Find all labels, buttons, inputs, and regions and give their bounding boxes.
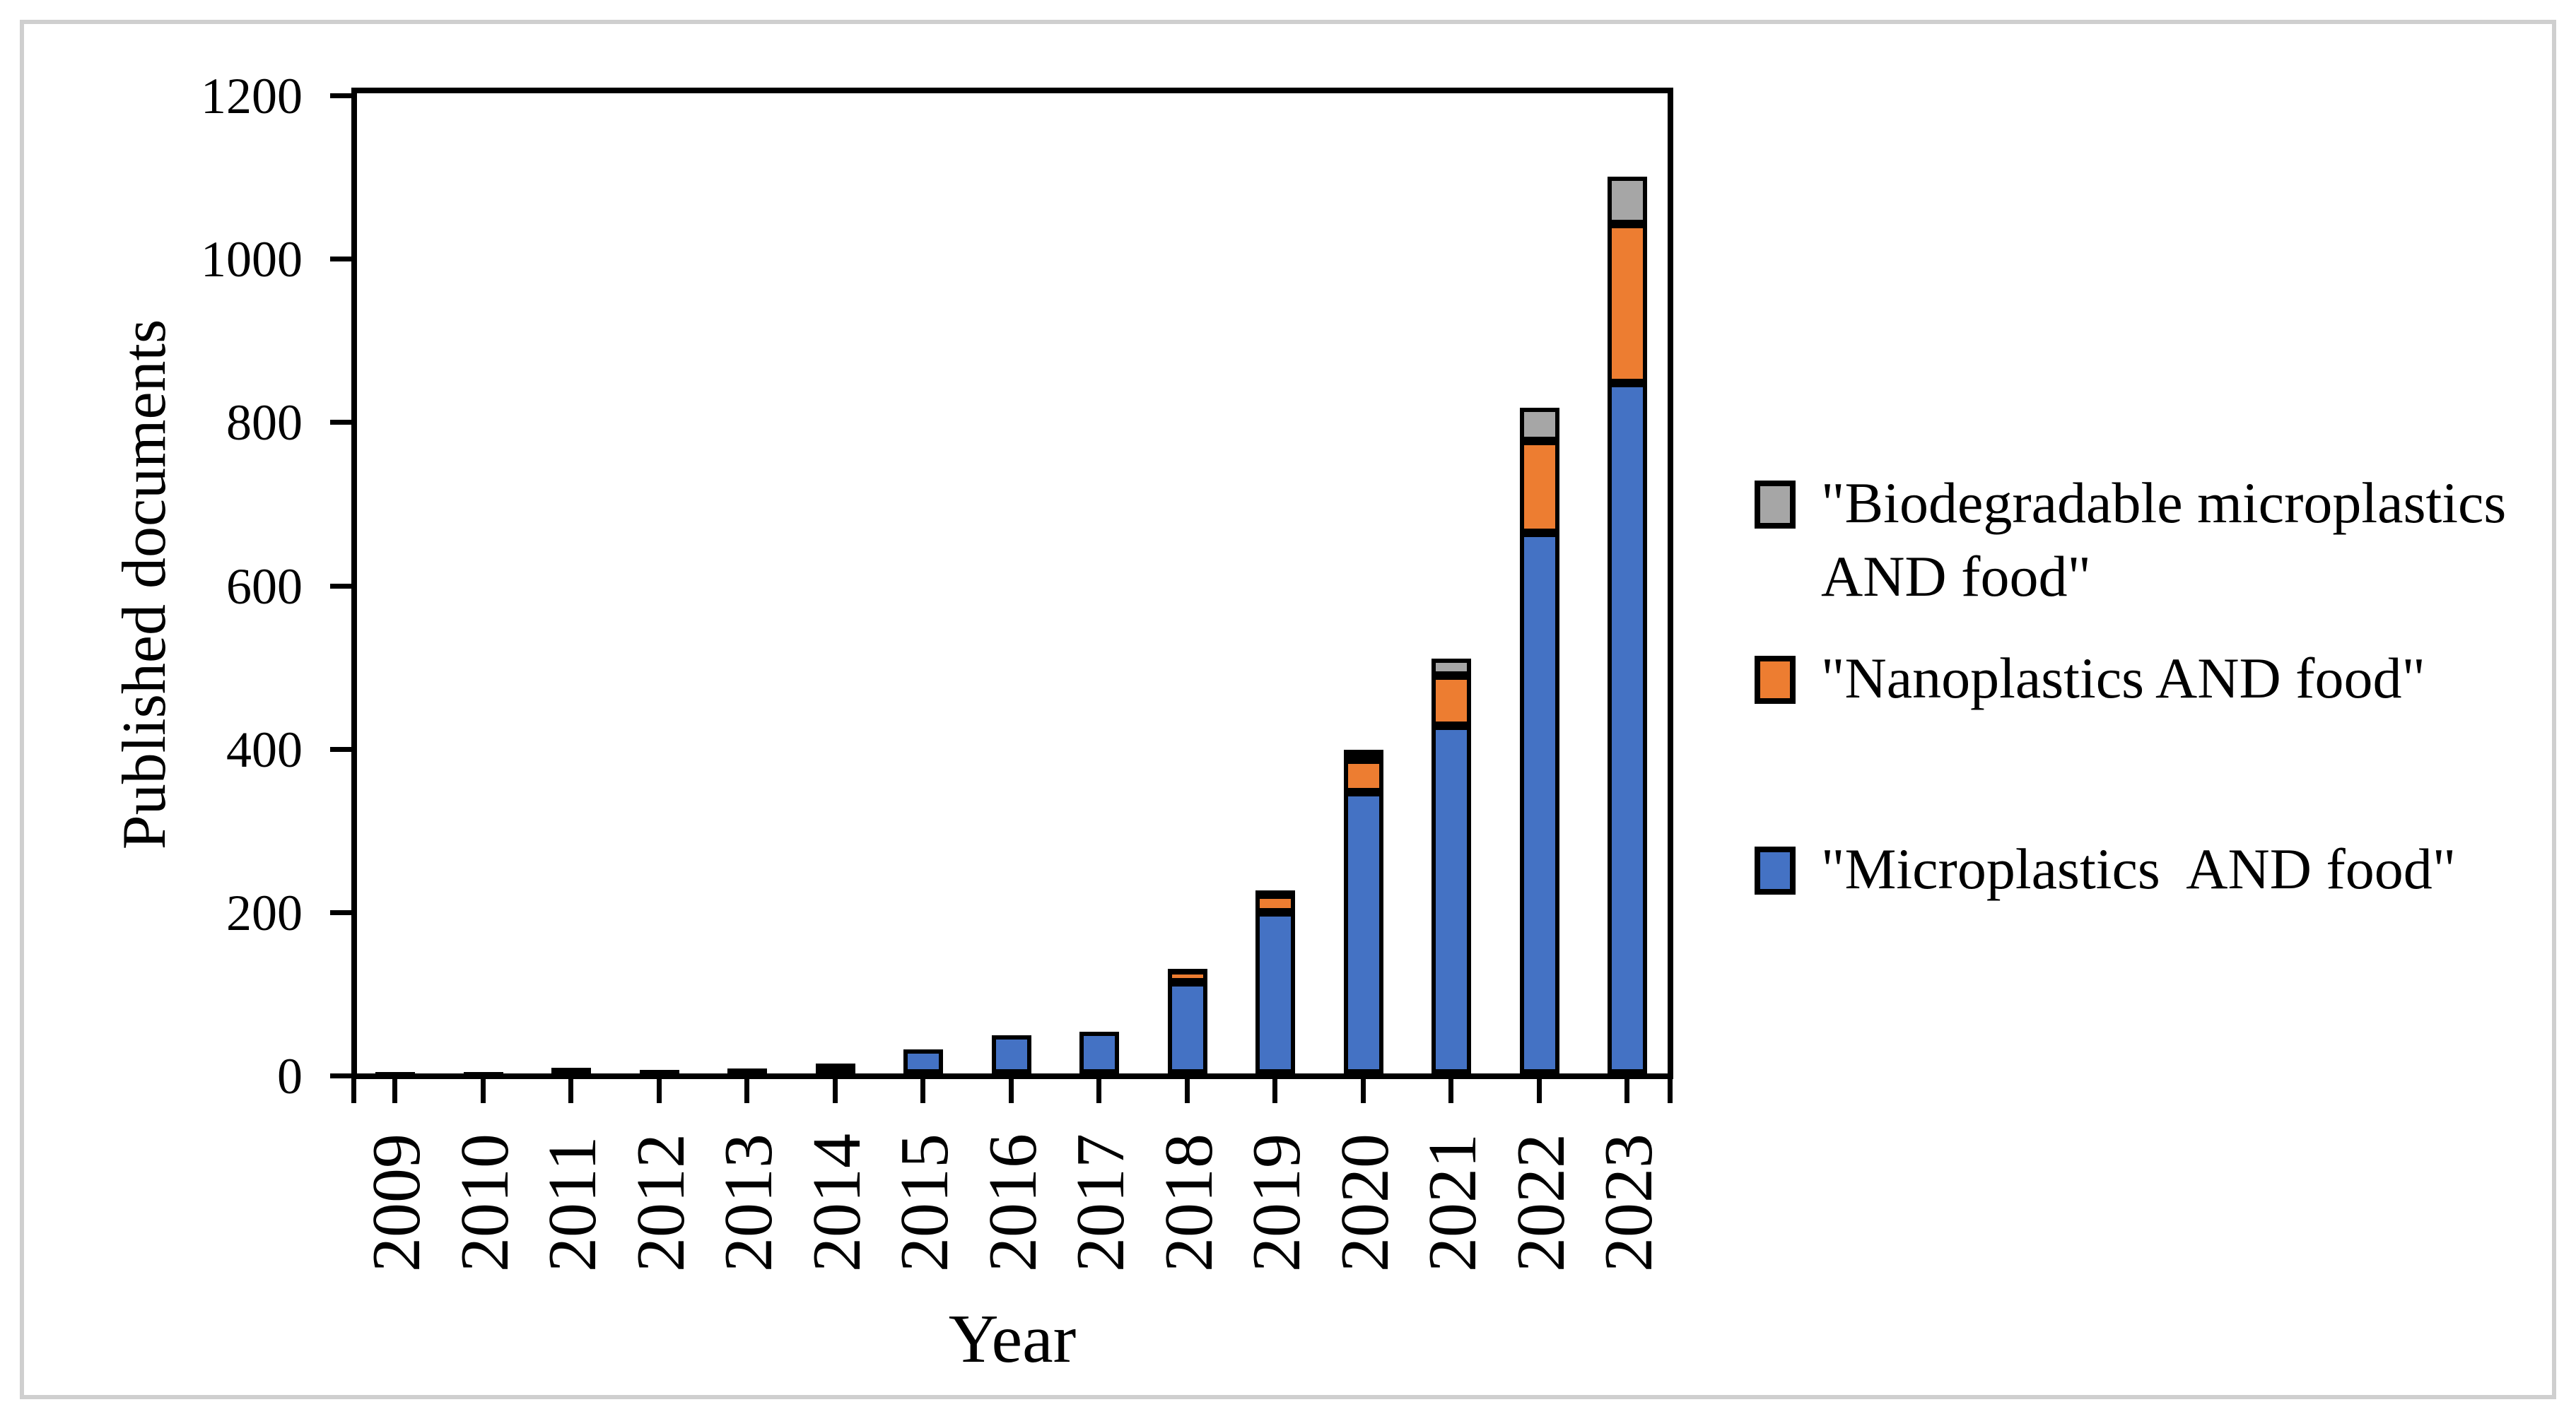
bar-2023-segment-microplastics-and-food bbox=[1608, 383, 1647, 1073]
x-axis-tick-2018 bbox=[1184, 1079, 1190, 1103]
bar-2009-segment-microplastics-and-food bbox=[375, 1071, 415, 1073]
bar-2023-segment-biodegradable-microplastics-and-food bbox=[1608, 176, 1647, 224]
y-axis-tick-label-600: 600 bbox=[226, 558, 303, 615]
bar-2022-segment-microplastics-and-food bbox=[1519, 532, 1559, 1073]
x-axis-tick-label-2015: 2015 bbox=[886, 1134, 963, 1272]
bar-2015-segment-microplastics-and-food bbox=[903, 1049, 943, 1073]
legend-label: "Biodegradable microplastics AND food" bbox=[1821, 471, 2518, 608]
bar-2014-segment-microplastics-and-food bbox=[815, 1064, 855, 1073]
bar-2017-segment-microplastics-and-food bbox=[1079, 1032, 1119, 1073]
bar-2018-segment-microplastics-and-food bbox=[1167, 982, 1207, 1073]
bar-2022-segment-biodegradable-microplastics-and-food bbox=[1519, 408, 1559, 442]
bar-2013-segment-microplastics-and-food bbox=[727, 1068, 767, 1073]
plot-area-border bbox=[351, 88, 1673, 1079]
legend-label: "Nanoplastics AND food" bbox=[1821, 646, 2425, 710]
x-axis-tick-2015 bbox=[920, 1079, 925, 1103]
y-axis-tick-label-1200: 1200 bbox=[201, 68, 303, 125]
bar-2018-segment-biodegradable-microplastics-and-food bbox=[1167, 969, 1207, 971]
bar-2012-segment-microplastics-and-food bbox=[639, 1070, 679, 1073]
legend-swatch-blue bbox=[1755, 847, 1796, 895]
x-axis-tick-2017 bbox=[1096, 1079, 1101, 1103]
bar-2020-segment-biodegradable-microplastics-and-food bbox=[1343, 750, 1383, 760]
y-axis-tick-600 bbox=[330, 583, 354, 589]
x-axis-title: Year bbox=[948, 1301, 1077, 1377]
legend-item-microplastics: "Microplastics AND food" bbox=[1755, 832, 2549, 906]
y-axis-tick-200 bbox=[330, 909, 354, 915]
bar-2011-segment-microplastics-and-food bbox=[551, 1067, 591, 1073]
x-axis-tick-2012 bbox=[656, 1079, 662, 1103]
x-axis-tick-label-2013: 2013 bbox=[710, 1134, 787, 1272]
legend-swatch-gray bbox=[1755, 481, 1796, 529]
x-axis-tick-2019 bbox=[1272, 1079, 1277, 1103]
bar-2010-segment-microplastics-and-food bbox=[463, 1071, 503, 1073]
legend-swatch-orange bbox=[1755, 656, 1796, 704]
y-axis-title: Published documents bbox=[110, 319, 179, 850]
bar-2019-segment-biodegradable-microplastics-and-food bbox=[1255, 890, 1295, 895]
x-axis-edge-tick-left bbox=[351, 1079, 356, 1103]
x-axis-tick-label-2019: 2019 bbox=[1239, 1134, 1315, 1272]
bar-2021-segment-biodegradable-microplastics-and-food bbox=[1432, 658, 1471, 676]
x-axis-tick-2022 bbox=[1536, 1079, 1542, 1103]
legend-item-biodegradable-microplastics: "Biodegradable microplastics AND food" bbox=[1755, 466, 2549, 613]
x-axis-tick-label-2022: 2022 bbox=[1502, 1134, 1579, 1272]
y-axis-tick-label-800: 800 bbox=[226, 394, 303, 452]
bar-2023-segment-nanoplastics-and-food bbox=[1608, 223, 1647, 384]
y-axis-tick-800 bbox=[330, 420, 354, 425]
bar-2022-segment-nanoplastics-and-food bbox=[1519, 441, 1559, 533]
y-axis-tick-1200 bbox=[330, 93, 354, 99]
x-axis-tick-label-2017: 2017 bbox=[1062, 1134, 1139, 1272]
legend-item-nanoplastics: "Nanoplastics AND food" bbox=[1755, 642, 2549, 715]
bar-2018-segment-nanoplastics-and-food bbox=[1167, 970, 1207, 982]
bar-2019-segment-microplastics-and-food bbox=[1255, 912, 1295, 1073]
x-axis-tick-2016 bbox=[1008, 1079, 1014, 1103]
x-axis-tick-label-2023: 2023 bbox=[1591, 1134, 1667, 1272]
y-axis-tick-400 bbox=[330, 746, 354, 752]
bar-2016-segment-microplastics-and-food bbox=[991, 1035, 1031, 1073]
x-axis-tick-label-2012: 2012 bbox=[622, 1134, 699, 1272]
x-axis-tick-label-2014: 2014 bbox=[798, 1134, 875, 1272]
x-axis-tick-2023 bbox=[1624, 1079, 1629, 1103]
y-axis-tick-label-400: 400 bbox=[226, 721, 303, 778]
bar-2019-segment-nanoplastics-and-food bbox=[1255, 894, 1295, 913]
x-axis-tick-2009 bbox=[392, 1079, 397, 1103]
x-axis-tick-label-2021: 2021 bbox=[1415, 1134, 1491, 1272]
x-axis-tick-2013 bbox=[744, 1079, 749, 1103]
x-axis-tick-label-2016: 2016 bbox=[974, 1134, 1051, 1272]
bar-2020-segment-microplastics-and-food bbox=[1343, 792, 1383, 1073]
x-axis-tick-label-2020: 2020 bbox=[1326, 1134, 1403, 1272]
x-axis-tick-label-2018: 2018 bbox=[1150, 1134, 1227, 1272]
bar-2020-segment-nanoplastics-and-food bbox=[1343, 760, 1383, 793]
x-axis-edge-tick-right bbox=[1668, 1079, 1673, 1103]
x-axis-tick-label-2009: 2009 bbox=[358, 1134, 435, 1272]
x-axis-tick-2020 bbox=[1360, 1079, 1366, 1103]
y-axis-tick-1000 bbox=[330, 257, 354, 262]
y-axis-tick-label-1000: 1000 bbox=[201, 231, 303, 288]
bar-2021-segment-microplastics-and-food bbox=[1432, 725, 1471, 1073]
bar-2021-segment-nanoplastics-and-food bbox=[1432, 676, 1471, 726]
x-axis-tick-2010 bbox=[480, 1079, 486, 1103]
x-axis-tick-2021 bbox=[1448, 1079, 1453, 1103]
y-axis-tick-label-200: 200 bbox=[226, 884, 303, 941]
x-axis-tick-label-2011: 2011 bbox=[534, 1136, 611, 1272]
y-axis-tick-0 bbox=[330, 1073, 354, 1078]
y-axis-tick-label-0: 0 bbox=[277, 1048, 303, 1105]
x-axis-tick-2011 bbox=[568, 1079, 573, 1103]
x-axis-tick-2014 bbox=[832, 1079, 838, 1103]
x-axis-tick-label-2010: 2010 bbox=[446, 1134, 523, 1272]
legend-label: "Microplastics AND food" bbox=[1821, 837, 2457, 901]
